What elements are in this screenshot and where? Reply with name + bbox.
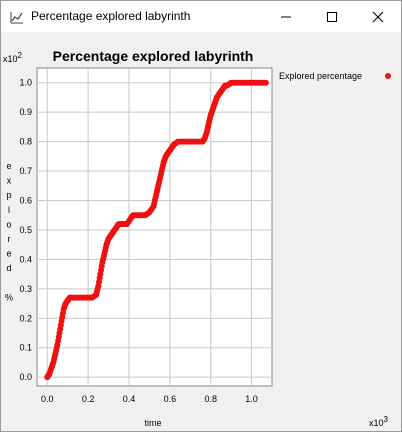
y-tick-label: 0.9 — [19, 107, 32, 117]
y-label-letter: d — [6, 263, 11, 273]
maximize-button[interactable] — [309, 1, 355, 32]
y-label-letter: x — [7, 176, 12, 186]
x-tick-label: 1.0 — [245, 394, 258, 404]
y-tick-label: 0.0 — [19, 372, 32, 382]
plot-area — [36, 67, 273, 387]
data-point — [262, 79, 269, 86]
legend: Explored percentage — [279, 71, 391, 81]
close-icon — [372, 11, 384, 22]
x-tick-label: 0.0 — [41, 394, 54, 404]
chart-app-icon — [10, 12, 23, 24]
x-tick-label: 0.6 — [164, 394, 177, 404]
chart-title: Percentage explored labyrinth — [53, 48, 254, 64]
y-tick-label: 0.8 — [19, 137, 32, 147]
data-points — [44, 79, 269, 381]
y-tick-label: 0.3 — [19, 284, 32, 294]
x-tick-label: 0.2 — [82, 394, 95, 404]
y-label-letter: r — [8, 234, 11, 244]
y-multiplier: x102 — [3, 51, 23, 64]
minimize-button[interactable] — [263, 1, 309, 32]
legend-label: Explored percentage — [279, 71, 362, 81]
chart: Percentage explored labyrinth x102 0.00.… — [3, 48, 391, 428]
chart-panel: Percentage explored labyrinth x102 0.0 0.… — [1, 32, 401, 431]
x-tick-label: 0.4 — [123, 394, 136, 404]
close-button[interactable] — [355, 1, 401, 32]
grid-lines — [37, 68, 272, 386]
y-tick-label: 0.2 — [19, 313, 32, 323]
window-title: Percentage explored labyrinth — [31, 9, 191, 23]
y-tick-label: 0.7 — [19, 166, 32, 176]
x-axis-ticks: 0.0 0.2 0.4 0.6 0.8 1.0 — [41, 394, 258, 404]
y-tick-label: 0.4 — [19, 254, 32, 264]
y-tick-label: 0.6 — [19, 196, 32, 206]
x-axis-label: time — [144, 418, 161, 428]
y-label-letter: o — [6, 219, 11, 229]
y-axis-ticks: 0.0 0.1 0.2 0.3 0.4 0.5 0.6 0.7 0.8 0.9 1.0 — [19, 78, 32, 382]
legend-marker — [385, 73, 391, 79]
y-label-letter: p — [6, 190, 11, 200]
x-multiplier: x103 — [369, 415, 389, 428]
y-tick-label: 1.0 — [19, 78, 32, 88]
y-label-letter: e — [6, 161, 11, 171]
y-axis-label: explored% — [5, 161, 13, 302]
minimize-icon — [281, 16, 291, 17]
maximize-icon — [327, 11, 337, 22]
x-tick-label: 0.8 — [204, 394, 217, 404]
y-label-letter: l — [8, 205, 10, 215]
title-bar[interactable]: Percentage explored labyrinth — [1, 1, 401, 32]
y-label-letter: % — [5, 292, 13, 302]
y-tick-label: 0.1 — [19, 343, 32, 353]
y-tick-label: 0.5 — [19, 225, 32, 235]
y-label-letter: e — [6, 249, 11, 259]
